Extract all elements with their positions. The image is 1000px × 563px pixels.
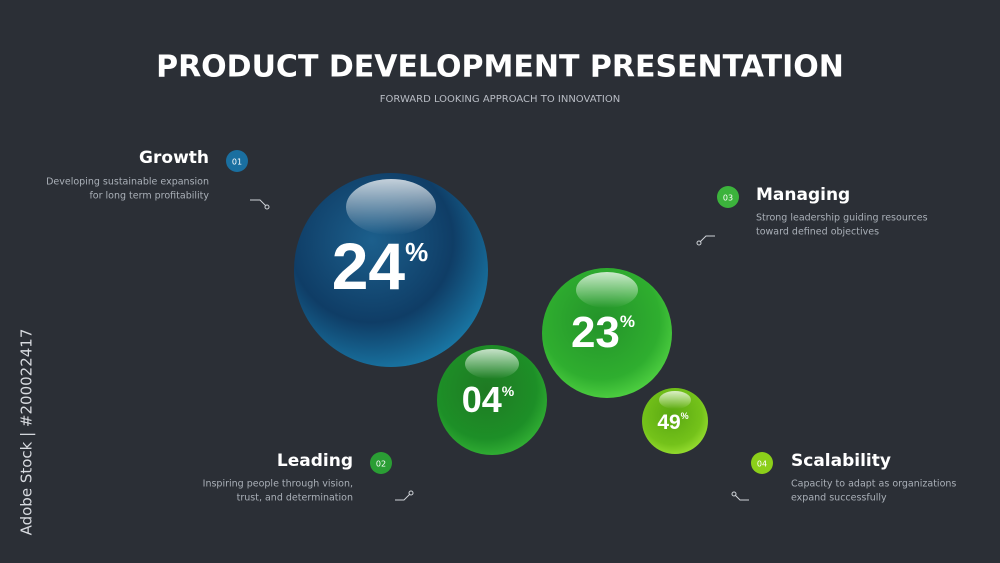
sphere-unit: % bbox=[620, 312, 635, 331]
item: 04 Scalability Capacity to adapt as orga… bbox=[731, 451, 956, 504]
item-number: 01 bbox=[232, 158, 242, 167]
item-description: Strong leadership guiding resources bbox=[756, 213, 928, 224]
sphere-unit: % bbox=[681, 411, 689, 421]
title: PRODUCT DEVELOPMENT PRESENTATION bbox=[156, 50, 844, 85]
sphere: 24% bbox=[294, 173, 488, 367]
svg-text:49%: 49% bbox=[657, 411, 688, 434]
sphere-unit: % bbox=[502, 383, 515, 399]
svg-text:23%: 23% bbox=[571, 308, 635, 357]
watermark: Adobe Stock | #200022417 bbox=[18, 329, 36, 536]
item-title: Leading bbox=[277, 451, 353, 471]
item-description: expand successfully bbox=[791, 493, 887, 504]
item-description: Inspiring people through vision, bbox=[203, 479, 353, 490]
item: 03 Managing Strong leadership guiding re… bbox=[696, 185, 928, 246]
item: Growth 01 Developing sustainable expansi… bbox=[46, 148, 270, 210]
sphere: 49% bbox=[642, 388, 708, 454]
item-title: Scalability bbox=[791, 451, 891, 471]
sphere: 23% bbox=[542, 268, 672, 398]
sphere-unit: % bbox=[405, 237, 428, 267]
sphere-value: 24 bbox=[332, 229, 406, 303]
item-description: toward defined objectives bbox=[756, 227, 879, 238]
subtitle: FORWARD LOOKING APPROACH TO INNOVATION bbox=[380, 94, 620, 105]
item-number: 04 bbox=[757, 460, 767, 469]
item-title: Growth bbox=[139, 148, 209, 168]
item-number: 03 bbox=[723, 194, 733, 203]
svg-text:24%: 24% bbox=[332, 229, 429, 303]
item-description: trust, and determination bbox=[237, 493, 353, 504]
sphere: 04% bbox=[437, 345, 547, 455]
item-description: for long term profitability bbox=[89, 191, 209, 202]
item-title: Managing bbox=[756, 185, 850, 205]
sphere-value: 23 bbox=[571, 308, 620, 357]
sphere-value: 04 bbox=[462, 379, 502, 420]
item-description: Developing sustainable expansion bbox=[46, 177, 209, 188]
svg-text:04%: 04% bbox=[462, 379, 515, 420]
sphere-value: 49 bbox=[657, 411, 680, 434]
item-number: 02 bbox=[376, 460, 386, 469]
item: Leading 02 Inspiring people through visi… bbox=[203, 451, 414, 504]
item-description: Capacity to adapt as organizations bbox=[791, 479, 956, 490]
